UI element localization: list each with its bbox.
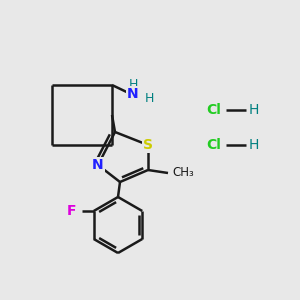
Text: Cl: Cl [207, 103, 221, 117]
Text: H: H [249, 138, 259, 152]
Text: CH₃: CH₃ [172, 167, 194, 179]
Text: N: N [92, 158, 104, 172]
Text: S: S [143, 138, 153, 152]
Text: N: N [127, 87, 139, 101]
Text: F: F [67, 204, 76, 218]
Text: Cl: Cl [207, 138, 221, 152]
Text: H: H [249, 103, 259, 117]
Text: H: H [144, 92, 154, 106]
Text: H: H [128, 77, 138, 91]
